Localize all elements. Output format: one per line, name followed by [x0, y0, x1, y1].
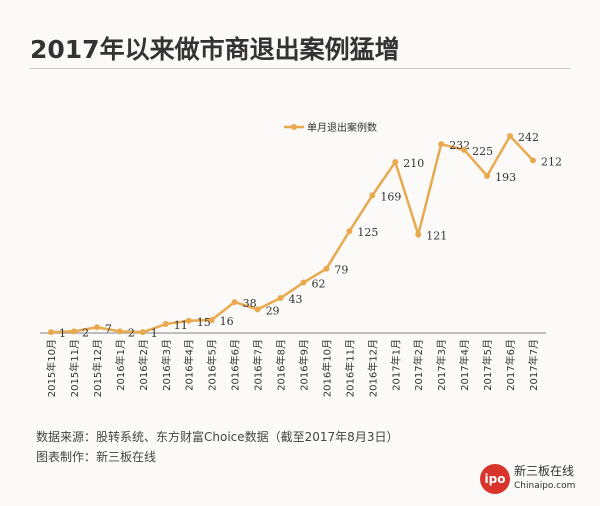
- data-point: [484, 172, 491, 179]
- x-tick-label: 2016年11月: [343, 339, 356, 397]
- logo-text: 新三板在线 Chinaipo.com: [514, 464, 576, 492]
- data-point: [277, 294, 284, 301]
- data-label: 242: [518, 131, 539, 144]
- data-label: 2: [128, 326, 135, 339]
- legend-marker: [291, 124, 297, 130]
- x-tick-label: 2017年2月: [412, 339, 425, 391]
- x-tick-label: 2016年7月: [252, 339, 265, 391]
- data-label: 210: [403, 157, 424, 170]
- data-label: 38: [243, 297, 257, 310]
- x-tick-label: 2016年10月: [320, 339, 333, 397]
- data-point: [48, 329, 54, 336]
- data-point: [323, 265, 330, 272]
- data-point: [438, 141, 445, 148]
- x-tick-label: 2015年10月: [45, 339, 58, 397]
- maker-note: 图表制作：新三板在线: [36, 450, 157, 464]
- data-label: 79: [334, 264, 348, 277]
- x-tick-label: 2017年4月: [458, 339, 471, 391]
- x-tick-label: 2016年6月: [229, 339, 242, 391]
- data-point: [300, 279, 307, 286]
- data-label: 7: [105, 322, 112, 335]
- x-tick-label: 2017年1月: [389, 339, 402, 391]
- logo: ipo 新三板在线 Chinaipo.com: [480, 464, 575, 494]
- data-point: [254, 306, 261, 313]
- x-tick-label: 2016年8月: [275, 339, 288, 391]
- data-point: [70, 328, 77, 335]
- x-tick-label: 2017年7月: [527, 339, 540, 391]
- data-point: [162, 321, 169, 328]
- data-point: [185, 317, 192, 324]
- data-point: [346, 228, 353, 235]
- data-label: 121: [426, 230, 447, 243]
- data-point: [530, 157, 536, 164]
- logo-mark: ipo: [480, 464, 510, 494]
- x-tick-label: 2016年12月: [366, 339, 379, 397]
- data-point: [415, 231, 422, 238]
- data-label: 212: [541, 155, 562, 168]
- data-point: [208, 316, 215, 323]
- x-tick-label: 2016年5月: [206, 339, 219, 391]
- x-tick-label: 2016年1月: [114, 339, 127, 391]
- data-label: 125: [357, 226, 378, 239]
- data-label: 225: [472, 145, 493, 158]
- data-point: [507, 133, 514, 139]
- data-label: 1: [151, 327, 158, 340]
- data-label: 29: [266, 304, 280, 317]
- data-label: 169: [380, 190, 401, 203]
- data-label: 2: [82, 326, 89, 339]
- data-point: [461, 146, 468, 153]
- data-point: [392, 159, 399, 166]
- source-note: 数据来源：股转系统、东方财富Choice数据（截至2017年8月3日）: [36, 430, 399, 444]
- data-point: [231, 299, 238, 306]
- data-label: 11: [174, 319, 188, 332]
- data-point: [369, 192, 376, 199]
- data-label: 43: [289, 293, 303, 306]
- legend-label: 单月退出案例数: [307, 121, 377, 134]
- x-tick-label: 2017年5月: [481, 339, 494, 391]
- data-label: 193: [495, 171, 516, 184]
- x-tick-label: 2015年12月: [91, 339, 104, 397]
- data-label: 16: [220, 315, 234, 328]
- x-tick-label: 2015年11月: [68, 339, 81, 397]
- data-point: [93, 324, 100, 331]
- x-tick-label: 2017年6月: [504, 339, 517, 391]
- x-tick-label: 2017年3月: [435, 339, 448, 391]
- data-label: 15: [197, 316, 211, 329]
- x-tick-label: 2016年2月: [137, 339, 150, 391]
- series-line: [50, 133, 534, 334]
- x-tick-label: 2016年9月: [297, 339, 310, 391]
- chart-title: 2017年以来做市商退出案例猛增: [30, 35, 400, 64]
- x-tick-label: 2016年4月: [183, 339, 196, 391]
- data-point: [116, 328, 123, 335]
- x-tick-label: 2016年3月: [160, 339, 173, 391]
- title-divider: [30, 68, 570, 69]
- data-label: 1: [59, 327, 66, 340]
- data-label: 62: [311, 278, 325, 291]
- data-point: [139, 329, 146, 336]
